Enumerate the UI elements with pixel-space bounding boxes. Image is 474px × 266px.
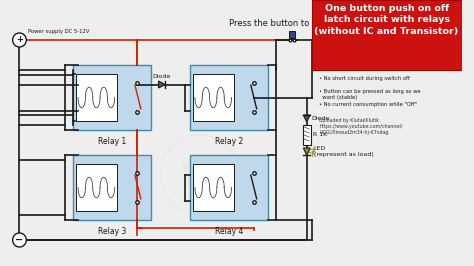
- FancyBboxPatch shape: [190, 155, 268, 220]
- Text: Press the button to Switch ON: Press the button to Switch ON: [229, 19, 355, 28]
- Circle shape: [13, 233, 26, 247]
- Text: Diode: Diode: [311, 116, 330, 121]
- Bar: [303, 125, 310, 145]
- Text: −: −: [16, 235, 24, 245]
- Bar: [193, 74, 234, 121]
- Text: Diode: Diode: [153, 74, 171, 80]
- Bar: [193, 164, 234, 211]
- Text: One button push on off
latch circuit with relays
(without IC and Transistor): One button push on off latch circuit wit…: [314, 4, 459, 36]
- Text: • No current consumption while "Off": • No current consumption while "Off": [319, 102, 418, 107]
- Text: Power supply DC 5-12V: Power supply DC 5-12V: [28, 30, 90, 35]
- Polygon shape: [158, 81, 165, 88]
- Text: • No short circuit during switch off: • No short circuit during switch off: [319, 76, 410, 81]
- Text: Relay 4: Relay 4: [215, 227, 243, 236]
- Text: R 1K: R 1K: [312, 132, 327, 138]
- Bar: [289, 31, 295, 38]
- Text: Relay 1: Relay 1: [98, 137, 126, 146]
- Text: Relay 2: Relay 2: [215, 137, 243, 146]
- Text: Teach
Elec: Teach Elec: [180, 161, 220, 189]
- FancyBboxPatch shape: [73, 155, 151, 220]
- FancyBboxPatch shape: [190, 65, 268, 130]
- Text: Uploaded by KlutakKlutik
https://www.youtube.com/channel/
UCGU5moud2m34-hj-K7vda: Uploaded by KlutakKlutik https://www.you…: [319, 118, 403, 135]
- Polygon shape: [303, 148, 310, 155]
- Text: +: +: [16, 35, 23, 44]
- Bar: [76, 74, 117, 121]
- Circle shape: [13, 33, 26, 47]
- Bar: [311, 0, 462, 70]
- Polygon shape: [303, 115, 310, 122]
- Text: LED
(represent as load): LED (represent as load): [313, 146, 374, 157]
- Text: • Button can be pressed as long as we
  want (stable): • Button can be pressed as long as we wa…: [319, 89, 421, 100]
- Text: Relay 3: Relay 3: [98, 227, 126, 236]
- Bar: [76, 164, 117, 211]
- FancyBboxPatch shape: [73, 65, 151, 130]
